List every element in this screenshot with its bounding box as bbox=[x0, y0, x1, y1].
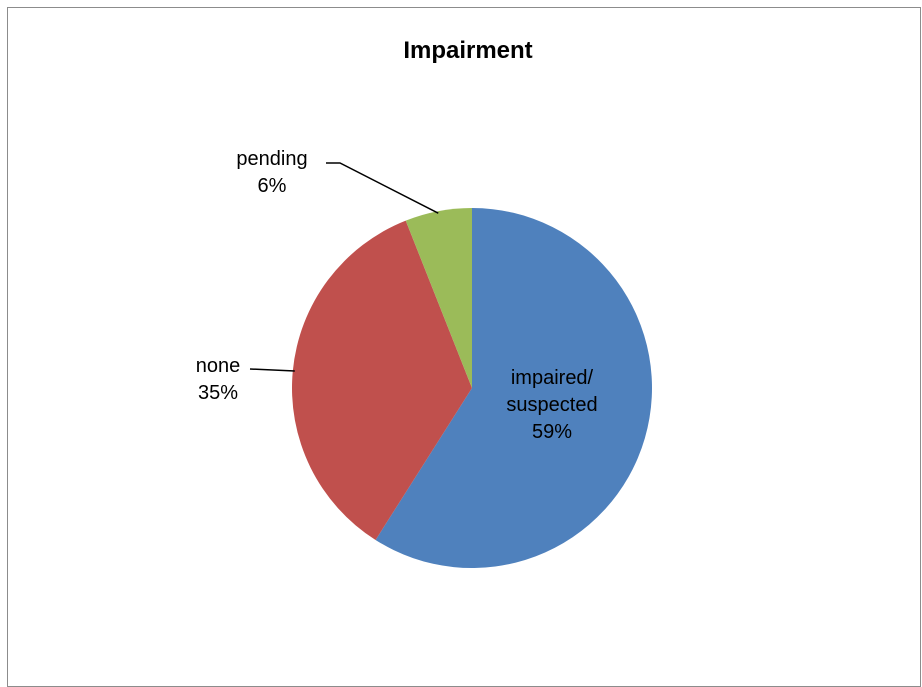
pie-slice-impaired bbox=[375, 208, 653, 568]
leader-line-none bbox=[249, 368, 295, 372]
pie-slice-none bbox=[292, 220, 472, 540]
chart-title: Impairment bbox=[403, 37, 532, 64]
slice-label-pending: pending 6% bbox=[236, 148, 307, 197]
slice-labels: impaired/suspected 59% none 35% pending 6% bbox=[196, 148, 598, 443]
pie-slice-pending bbox=[405, 208, 472, 388]
slice-label-impaired: impaired/suspected 59% bbox=[506, 367, 597, 443]
pie-slices bbox=[292, 208, 653, 568]
leader-line-pending bbox=[326, 162, 439, 214]
slice-label-none: none 35% bbox=[196, 355, 241, 404]
